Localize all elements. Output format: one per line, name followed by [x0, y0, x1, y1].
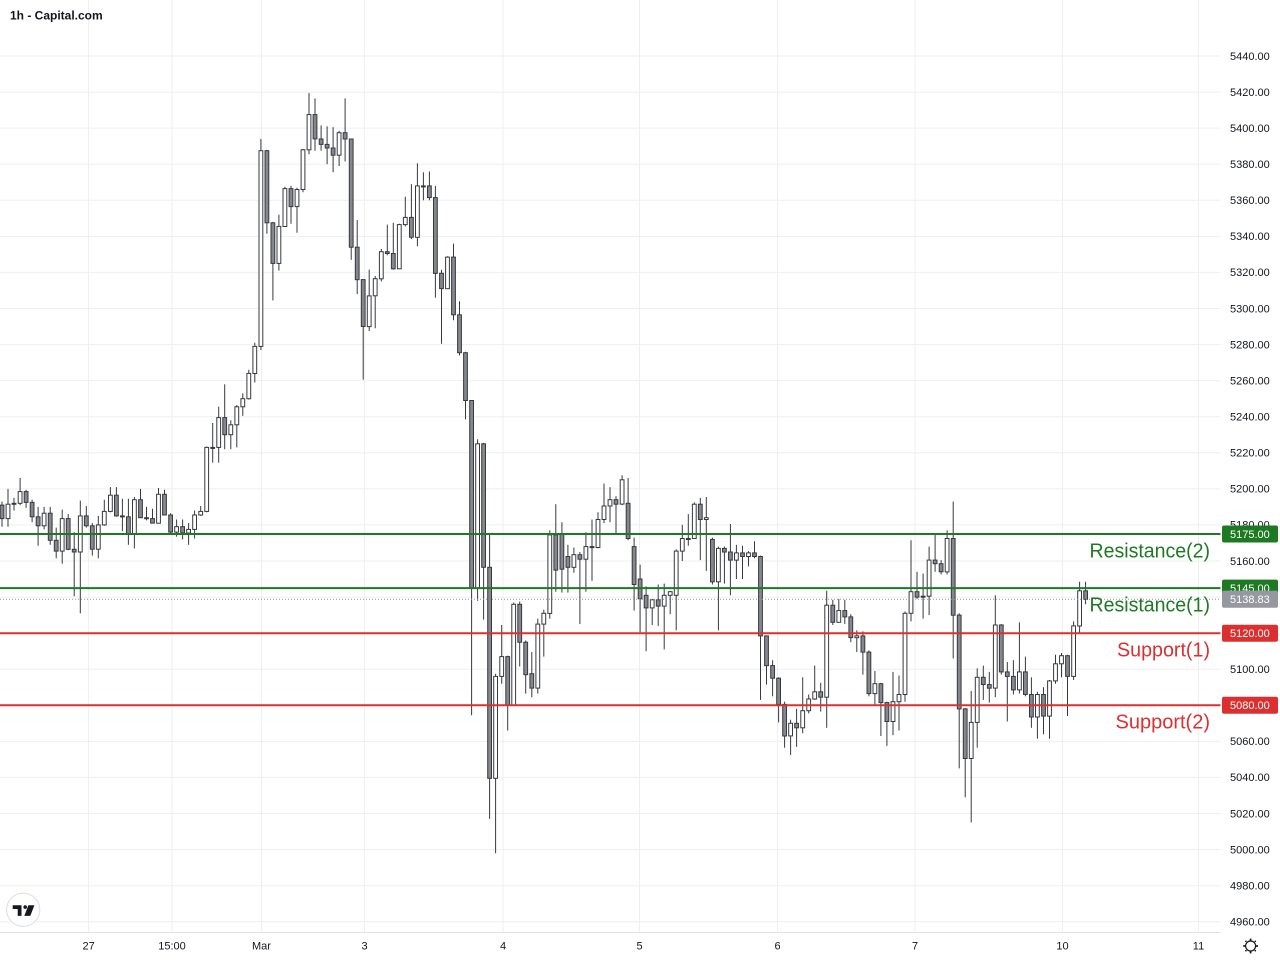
svg-text:1h - Capital.com: 1h - Capital.com: [10, 9, 103, 23]
svg-text:5138.83: 5138.83: [1230, 594, 1270, 606]
svg-text:5360.00: 5360.00: [1230, 195, 1270, 207]
svg-text:15:00: 15:00: [158, 941, 186, 953]
svg-text:5160.00: 5160.00: [1230, 556, 1270, 568]
svg-text:5300.00: 5300.00: [1230, 303, 1270, 315]
svg-text:5060.00: 5060.00: [1230, 736, 1270, 748]
svg-text:4980.00: 4980.00: [1230, 881, 1270, 893]
svg-text:5040.00: 5040.00: [1230, 772, 1270, 784]
svg-text:Support(1): Support(1): [1117, 640, 1210, 662]
svg-text:5200.00: 5200.00: [1230, 484, 1270, 496]
svg-text:Support(2): Support(2): [1116, 712, 1211, 734]
svg-text:4: 4: [500, 941, 506, 953]
svg-text:5120.00: 5120.00: [1230, 628, 1270, 640]
svg-text:7: 7: [912, 941, 918, 953]
svg-text:11: 11: [1193, 941, 1204, 953]
svg-text:Resistance(2): Resistance(2): [1090, 540, 1211, 562]
svg-text:5220.00: 5220.00: [1230, 448, 1270, 460]
svg-text:5020.00: 5020.00: [1230, 808, 1270, 820]
svg-text:5100.00: 5100.00: [1230, 664, 1270, 676]
svg-text:5000.00: 5000.00: [1230, 844, 1270, 856]
svg-text:6: 6: [774, 941, 780, 953]
svg-text:5240.00: 5240.00: [1230, 412, 1270, 424]
svg-text:5280.00: 5280.00: [1230, 339, 1270, 351]
svg-text:5400.00: 5400.00: [1230, 123, 1270, 135]
svg-text:4960.00: 4960.00: [1230, 917, 1270, 929]
svg-text:10: 10: [1056, 941, 1068, 953]
svg-text:5320.00: 5320.00: [1230, 267, 1270, 279]
svg-text:5440.00: 5440.00: [1230, 51, 1270, 63]
svg-text:5380.00: 5380.00: [1230, 159, 1270, 171]
svg-text:Resistance(1): Resistance(1): [1090, 594, 1211, 616]
svg-text:5: 5: [636, 941, 642, 953]
svg-text:27: 27: [82, 941, 94, 953]
svg-text:5340.00: 5340.00: [1230, 231, 1270, 243]
svg-text:5175.00: 5175.00: [1230, 529, 1270, 541]
svg-text:Mar: Mar: [252, 941, 271, 953]
svg-text:3: 3: [361, 941, 367, 953]
svg-text:5080.00: 5080.00: [1230, 700, 1270, 712]
svg-text:5420.00: 5420.00: [1230, 87, 1270, 99]
svg-text:5260.00: 5260.00: [1230, 375, 1270, 387]
